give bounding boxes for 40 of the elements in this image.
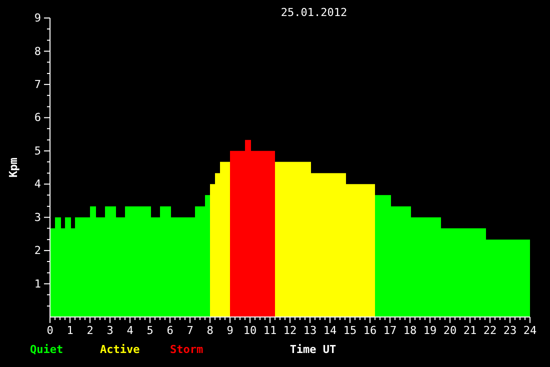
y-tick-label: 7 bbox=[34, 78, 41, 91]
text: Active bbox=[100, 343, 140, 356]
y-axis-title: Kpm bbox=[7, 157, 20, 178]
x-tick-label: 17 bbox=[383, 324, 397, 337]
x-tick-label: 14 bbox=[323, 324, 337, 337]
x-tick-label: 24 bbox=[523, 324, 537, 337]
x-tick-label: 16 bbox=[363, 324, 377, 337]
y-tick-label: 2 bbox=[34, 244, 41, 258]
y-tick-label: 9 bbox=[34, 12, 41, 25]
x-tick-label: 12 bbox=[283, 324, 297, 337]
x-tick-label: 2 bbox=[86, 324, 94, 337]
x-tick-label: 8 bbox=[206, 324, 214, 337]
x-tick-label: 13 bbox=[303, 324, 317, 337]
x-tick-label: 11 bbox=[263, 324, 277, 337]
y-tick-label: 5 bbox=[34, 144, 41, 158]
x-tick-label: 21 bbox=[463, 324, 477, 337]
x-axis-title: Time UT bbox=[290, 343, 337, 356]
x-tick-label: 23 bbox=[503, 324, 517, 337]
x-tick-label: 5 bbox=[146, 324, 154, 337]
x-tick-label: 0 bbox=[46, 324, 54, 337]
y-tick-label: 6 bbox=[34, 111, 41, 124]
y-tick-label: 3 bbox=[34, 210, 41, 224]
x-tick-label: 9 bbox=[226, 324, 234, 337]
x-tick-label: 15 bbox=[343, 324, 357, 337]
y-tick-label: 4 bbox=[34, 178, 42, 191]
x-tick-label: 4 bbox=[126, 324, 134, 337]
x-tick-label: 7 bbox=[186, 324, 194, 337]
x-tick-label: 19 bbox=[423, 324, 437, 337]
chart-title: 25.01.2012 bbox=[280, 6, 348, 19]
y-tick-label: 8 bbox=[34, 44, 41, 58]
text: Quiet bbox=[30, 343, 64, 356]
x-tick-label: 22 bbox=[483, 324, 497, 337]
x-tick-label: 18 bbox=[403, 324, 417, 337]
y-tick-label: 1 bbox=[34, 277, 41, 290]
x-tick-label: 3 bbox=[106, 324, 114, 337]
x-tick-label: 6 bbox=[166, 324, 174, 337]
x-tick-label: 1 bbox=[66, 324, 74, 337]
x-tick-label: 20 bbox=[443, 324, 457, 337]
text: Storm bbox=[170, 343, 204, 356]
x-tick-label: 10 bbox=[243, 324, 257, 337]
